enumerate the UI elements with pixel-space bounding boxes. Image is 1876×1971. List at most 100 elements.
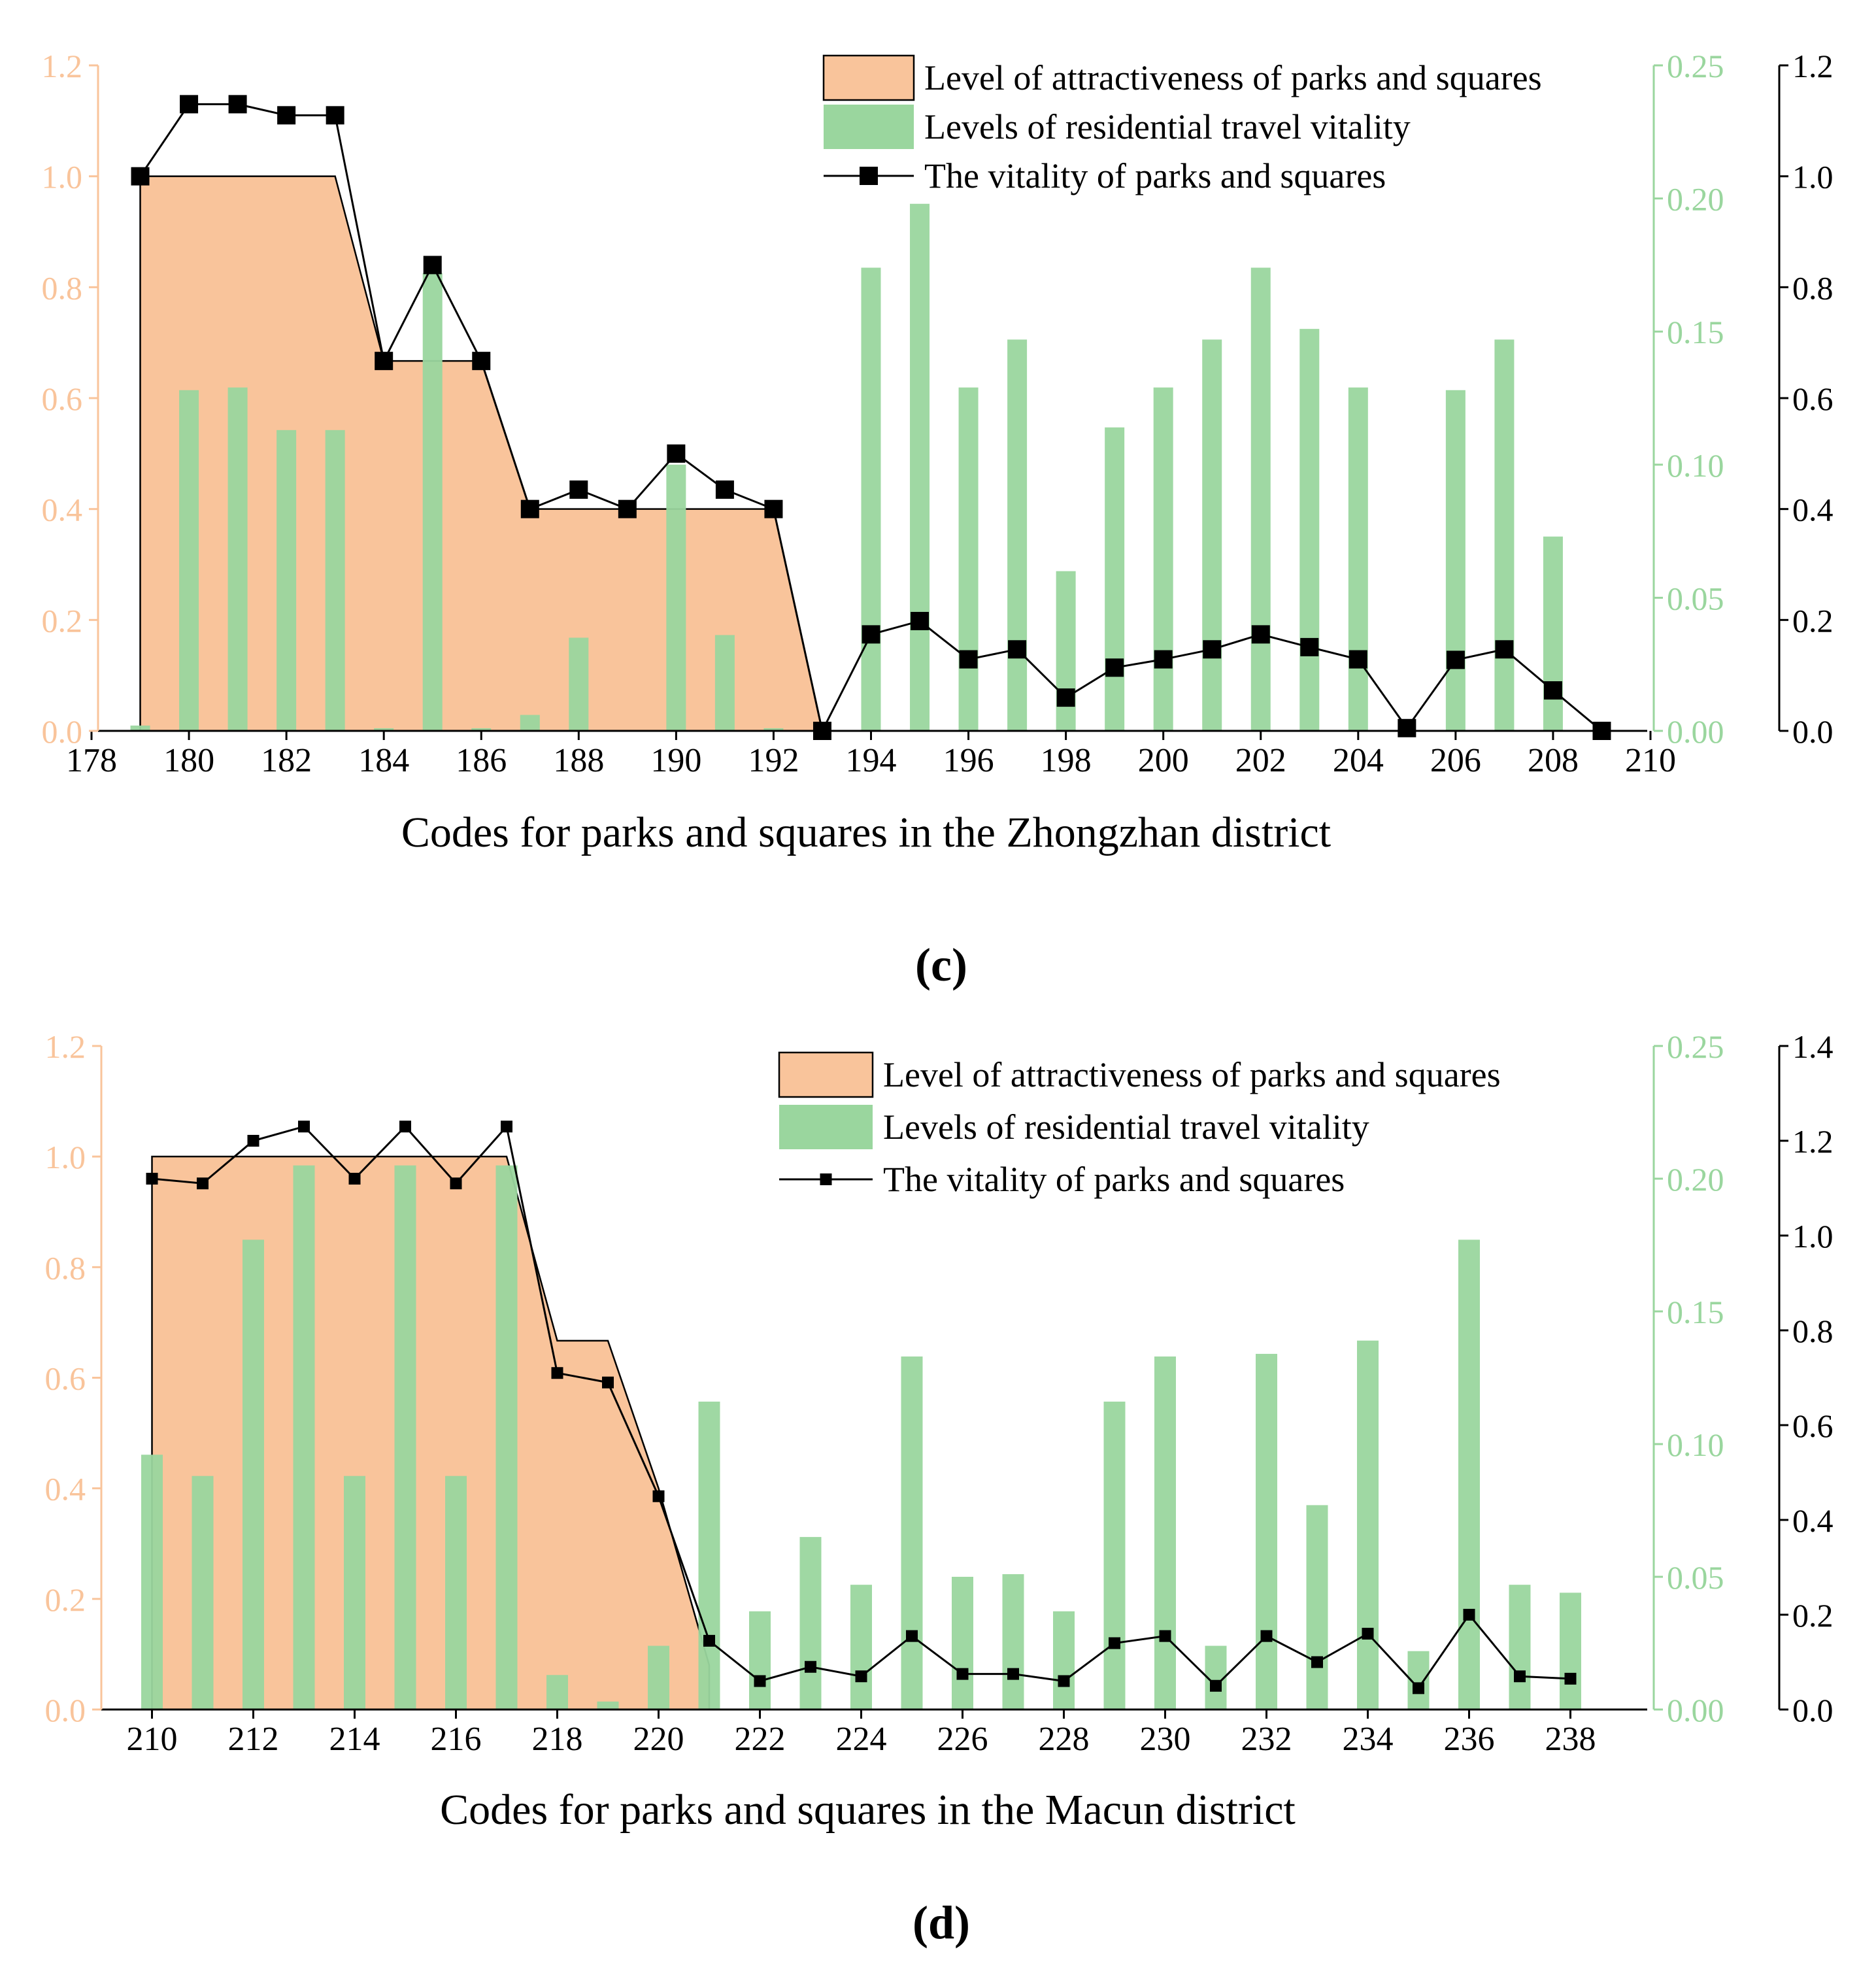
attractiveness-area xyxy=(151,1155,711,1711)
attractiveness-tick-label-6: 1.2 xyxy=(45,1028,86,1065)
x-tick-label-212: 212 xyxy=(228,1721,279,1758)
travel-bar-196 xyxy=(958,387,979,731)
travel-bar-203 xyxy=(1299,329,1320,731)
vitality-marker-231 xyxy=(1210,1679,1222,1692)
x-tick-label-228: 228 xyxy=(1039,1721,1090,1758)
legend-swatch-attractiveness xyxy=(822,54,915,101)
travel-bar-217 xyxy=(495,1165,518,1710)
vitality-tick-label-4: 0.8 xyxy=(1792,269,1834,306)
x-tick-label-206: 206 xyxy=(1430,742,1481,779)
legend-swatch-travel xyxy=(779,1105,873,1149)
vitality-marker-197 xyxy=(1008,640,1027,659)
legend-label-vitality: The vitality of parks and squares xyxy=(883,1160,1345,1199)
x-tick-label-198: 198 xyxy=(1041,742,1092,779)
travel-bar-218 xyxy=(546,1675,568,1710)
travel-bar-227 xyxy=(1002,1574,1024,1710)
x-axis-title: Codes for parks and squares in the Macun… xyxy=(440,1786,1296,1834)
vitality-marker-207 xyxy=(1495,640,1514,659)
x-tick-label-178: 178 xyxy=(66,742,117,779)
legend-swatch-vitality-marker xyxy=(820,1173,832,1185)
vitality-marker-188 xyxy=(569,480,588,499)
travel-bar-192 xyxy=(763,728,784,731)
vitality-marker-199 xyxy=(1105,658,1124,677)
x-tick-label-200: 200 xyxy=(1138,742,1189,779)
x-tick-label-230: 230 xyxy=(1140,1721,1191,1758)
attractiveness-tick-label-1: 0.2 xyxy=(45,1581,86,1618)
travel-bar-188 xyxy=(569,637,589,731)
chart-panel-d: 210 212 214 216 218 220 222 224 226 228 230 232 234 2… xyxy=(45,1028,1834,1949)
vitality-marker-200 xyxy=(1154,650,1173,669)
travel-tick-label-0: 0.00 xyxy=(1667,1692,1724,1728)
vitality-marker-187 xyxy=(520,499,539,518)
legend-swatch-vitality-marker xyxy=(860,167,878,185)
travel-bar-201 xyxy=(1202,339,1222,731)
vitality-marker-212 xyxy=(247,1135,260,1147)
panel-caption: (c) xyxy=(915,939,967,991)
travel-tick-label-5: 0.25 xyxy=(1667,48,1724,84)
attractiveness-tick-label-1: 0.2 xyxy=(42,602,83,639)
vitality-marker-224 xyxy=(855,1670,867,1683)
travel-bar-214 xyxy=(344,1475,365,1710)
travel-tick-label-3: 0.15 xyxy=(1667,314,1724,350)
vitality-tick-label-2: 0.4 xyxy=(1792,1502,1834,1539)
x-tick-label-180: 180 xyxy=(163,742,214,779)
travel-bar-191 xyxy=(714,635,735,731)
x-tick-label-188: 188 xyxy=(553,742,604,779)
travel-tick-label-0: 0.00 xyxy=(1667,713,1724,750)
vitality-marker-217 xyxy=(501,1120,512,1133)
travel-bar-224 xyxy=(850,1585,872,1710)
travel-bar-180 xyxy=(179,390,199,731)
vitality-marker-181 xyxy=(228,95,247,114)
legend-label-attractiveness: Level of attractiveness of parks and squ… xyxy=(883,1055,1501,1094)
travel-bar-215 xyxy=(394,1165,416,1710)
travel-bar-198 xyxy=(1056,571,1076,731)
travel-bar-236 xyxy=(1458,1239,1480,1710)
attractiveness-tick-label-0: 0.0 xyxy=(42,713,83,750)
vitality-tick-label-1: 0.2 xyxy=(1792,1597,1834,1634)
attractiveness-tick-label-3: 0.6 xyxy=(45,1360,86,1397)
travel-tick-label-1: 0.05 xyxy=(1667,580,1724,616)
travel-bar-233 xyxy=(1306,1505,1328,1710)
travel-tick-label-5: 0.25 xyxy=(1667,1028,1724,1065)
travel-tick-label-2: 0.10 xyxy=(1667,447,1724,484)
travel-bar-216 xyxy=(445,1475,467,1710)
vitality-tick-label-3: 0.6 xyxy=(1792,380,1834,417)
vitality-marker-205 xyxy=(1398,718,1416,737)
vitality-tick-label-3: 0.6 xyxy=(1792,1407,1834,1444)
travel-bar-197 xyxy=(1007,339,1028,731)
travel-bar-190 xyxy=(666,464,686,731)
vitality-marker-213 xyxy=(298,1120,310,1133)
travel-bar-206 xyxy=(1445,390,1466,731)
travel-bar-222 xyxy=(749,1611,771,1710)
travel-bar-213 xyxy=(293,1165,315,1710)
x-tick-label-204: 204 xyxy=(1333,742,1384,779)
vitality-marker-192 xyxy=(764,499,783,518)
vitality-marker-226 xyxy=(956,1668,969,1680)
x-tick-label-220: 220 xyxy=(633,1721,684,1758)
x-tick-label-232: 232 xyxy=(1241,1721,1292,1758)
x-tick-label-216: 216 xyxy=(431,1721,482,1758)
travel-bar-220 xyxy=(648,1645,669,1710)
vitality-marker-204 xyxy=(1348,650,1367,669)
vitality-marker-236 xyxy=(1463,1609,1475,1621)
vitality-marker-227 xyxy=(1007,1668,1019,1680)
legend-label-travel: Levels of residential travel vitality xyxy=(924,107,1411,146)
travel-bar-179 xyxy=(130,725,150,731)
travel-bar-238 xyxy=(1560,1592,1581,1710)
vitality-marker-220 xyxy=(652,1490,665,1502)
legend-label-attractiveness: Level of attractiveness of parks and squ… xyxy=(924,58,1542,97)
vitality-marker-203 xyxy=(1300,637,1319,656)
travel-tick-label-3: 0.15 xyxy=(1667,1294,1724,1330)
x-tick-label-184: 184 xyxy=(358,742,409,779)
x-tick-label-224: 224 xyxy=(836,1721,887,1758)
x-tick-label-222: 222 xyxy=(735,1721,786,1758)
travel-bar-223 xyxy=(799,1537,822,1710)
attractiveness-tick-label-0: 0.0 xyxy=(45,1692,86,1728)
legend-swatch-travel xyxy=(824,105,914,149)
x-tick-label-218: 218 xyxy=(532,1721,583,1758)
vitality-tick-label-6: 1.2 xyxy=(1792,48,1834,84)
travel-tick-label-2: 0.10 xyxy=(1667,1426,1724,1463)
travel-bar-232 xyxy=(1256,1353,1277,1710)
travel-tick-label-1: 0.05 xyxy=(1667,1559,1724,1596)
vitality-marker-184 xyxy=(375,352,394,371)
